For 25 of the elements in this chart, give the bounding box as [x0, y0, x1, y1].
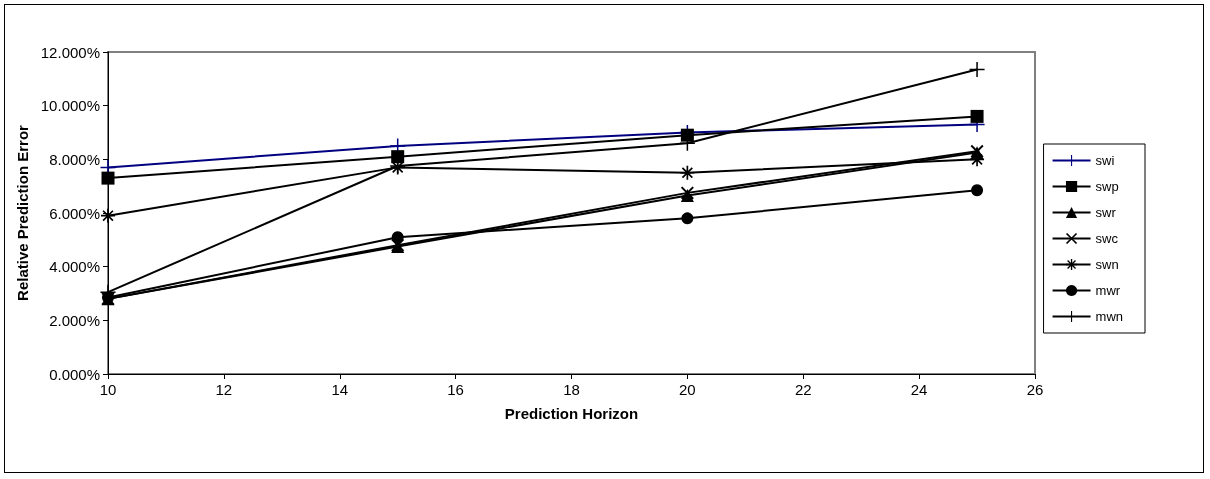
x-axis-title: Prediction Horizon	[504, 405, 639, 422]
y-tick-label: 10.000%	[40, 97, 100, 115]
y-tick-label: 12.000%	[40, 43, 100, 61]
y-tick-label: 2.000%	[49, 311, 100, 329]
legend-label: mwn	[1095, 309, 1124, 324]
legend-label: mwr	[1095, 283, 1121, 298]
legend-label: swc	[1095, 231, 1119, 246]
y-tick-label: 0.000%	[49, 365, 100, 383]
y-axis-title: Relative Prediction Error	[13, 124, 31, 301]
y-tick-label: 6.000%	[49, 204, 100, 222]
legend-label: swp	[1095, 179, 1119, 194]
legend-label: swn	[1095, 257, 1119, 272]
x-tick-label: 10	[99, 381, 117, 398]
y-tick-label: 4.000%	[49, 258, 100, 276]
x-tick-label: 16	[447, 381, 464, 398]
x-tick-label: 20	[679, 381, 696, 398]
y-tick-label: 8.000%	[49, 150, 100, 168]
x-tick-label: 22	[794, 381, 812, 398]
x-tick-label: 18	[563, 381, 580, 398]
legend-label: swi	[1095, 153, 1115, 168]
legend-label: swr	[1095, 205, 1117, 220]
x-tick-label: 12	[215, 381, 233, 398]
x-tick-label: 26	[1026, 381, 1044, 398]
x-tick-label: 24	[910, 381, 928, 398]
x-tick-label: 14	[331, 381, 349, 398]
